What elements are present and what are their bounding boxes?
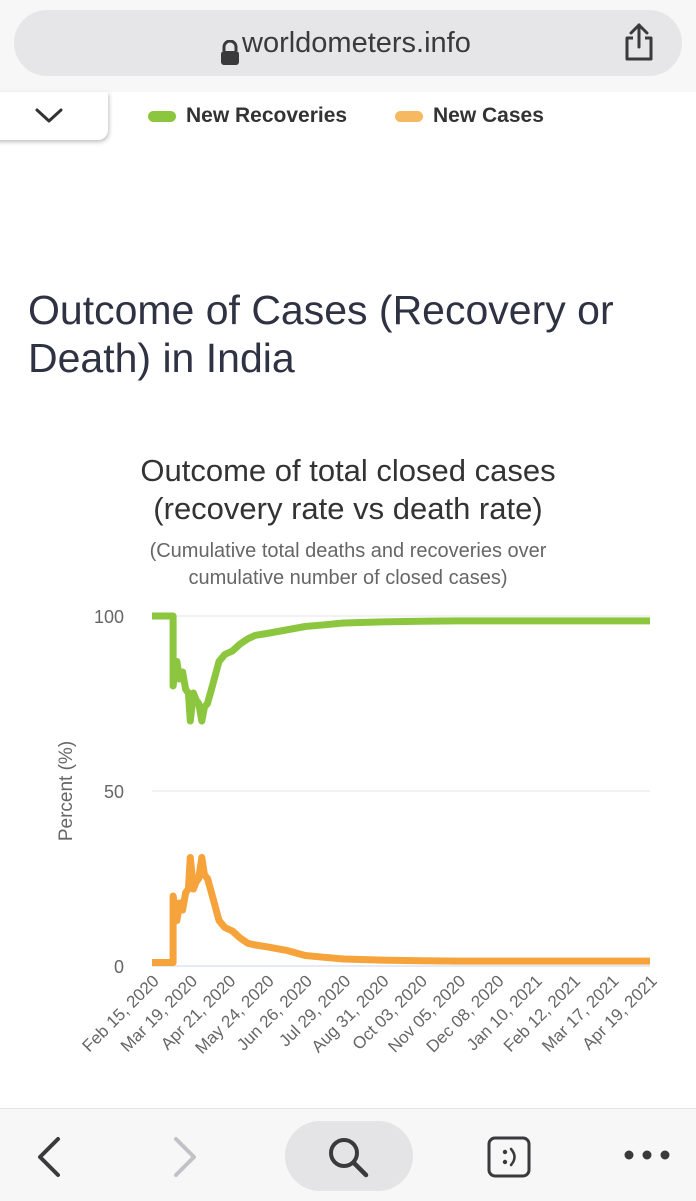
search-icon	[329, 1138, 369, 1178]
chart-title-line-2: (recovery rate vs death rate)	[153, 491, 543, 526]
y-tick-label-100: 100	[94, 607, 124, 627]
y-tick-label-50: 50	[104, 782, 124, 802]
legend-label-recoveries: New Recoveries	[186, 104, 348, 127]
chevron-down-icon	[35, 108, 63, 123]
y-axis-label: Percent (%)	[56, 741, 77, 841]
legend-item-cases[interactable]: New Cases	[395, 104, 544, 128]
series-line-death-rate	[152, 854, 650, 966]
collapse-toggle[interactable]	[0, 92, 108, 140]
section-title: Outcome of Cases (Recovery or Death) in …	[28, 287, 614, 381]
chart-subtitle-line-1: (Cumulative total deaths and recoveries …	[149, 540, 547, 562]
lock-icon	[221, 40, 239, 65]
chart-title-line-1: Outcome of total closed cases	[140, 453, 556, 488]
series-line-recovery-rate	[152, 612, 650, 725]
address-bar[interactable]: worldometers.info	[14, 10, 682, 76]
url-text: worldometers.info	[242, 27, 471, 59]
search-button[interactable]	[285, 1121, 413, 1191]
legend-swatch-cases	[395, 110, 423, 122]
legend-label-cases: New Cases	[433, 104, 544, 127]
browser-toolbar: worldometers.info	[0, 0, 696, 92]
share-icon[interactable]	[622, 22, 656, 62]
chart-title: Outcome of total closed cases (recovery …	[0, 452, 696, 528]
back-icon[interactable]	[34, 1135, 64, 1179]
chart-subtitle-line-2: cumulative number of closed cases)	[188, 567, 508, 589]
legend-swatch-recoveries	[148, 110, 176, 122]
chart-subtitle: (Cumulative total deaths and recoveries …	[0, 538, 696, 592]
more-icon[interactable]	[622, 1147, 672, 1163]
y-tick-label-0: 0	[114, 957, 124, 977]
browser-bottom-toolbar	[0, 1108, 696, 1201]
forward-icon[interactable]	[170, 1135, 200, 1179]
legend-item-recoveries[interactable]: New Recoveries	[148, 104, 347, 128]
reader-mode-icon[interactable]	[486, 1135, 532, 1179]
